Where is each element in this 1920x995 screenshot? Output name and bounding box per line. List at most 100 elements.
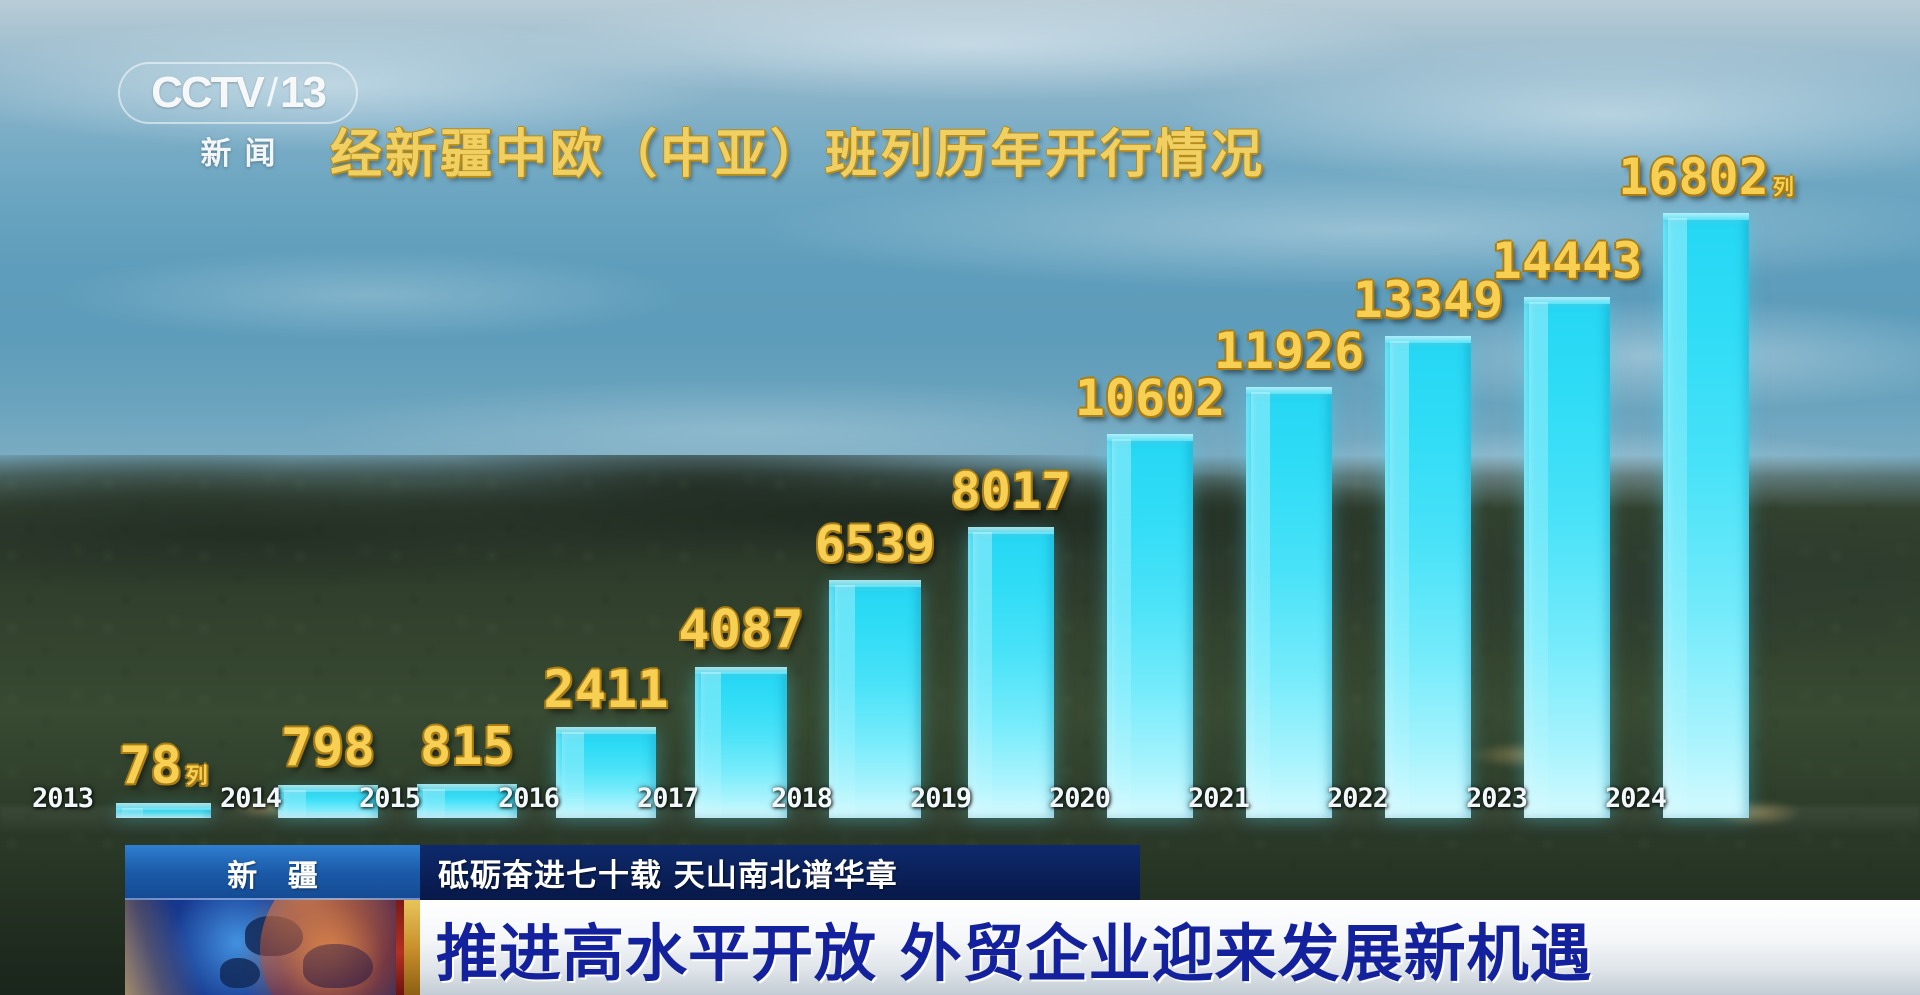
bar-2017: [695, 667, 787, 818]
bar-value-number: 815: [420, 716, 514, 777]
bar-group-2013: 78 列: [116, 150, 211, 818]
bar-value-label-2015: 815: [420, 717, 514, 777]
bar-value-number: 13349: [1352, 271, 1504, 330]
globe-graphic: [125, 898, 420, 995]
bar-2018: [829, 579, 921, 818]
continent-shape: [245, 916, 303, 956]
bar-highlight: [121, 808, 143, 818]
year-label-2017: 2017: [637, 783, 699, 814]
bar-highlight: [1529, 302, 1549, 818]
continent-shape: [303, 944, 373, 988]
bar-2022: [1385, 336, 1471, 818]
bar-value-unit: 列: [1772, 175, 1794, 199]
bar-top-face: [1246, 387, 1332, 395]
year-label-2021: 2021: [1188, 783, 1250, 814]
year-label-2018: 2018: [771, 783, 833, 814]
subtitle-bar: 砥砺奋进七十载 天山南北谱华章: [420, 845, 1140, 900]
bar-2024: [1663, 213, 1749, 818]
bar-2014: [278, 784, 378, 818]
bar-value-number: 78: [119, 736, 182, 796]
cloud: [520, 0, 1420, 100]
region-tag-label: 新 疆: [227, 858, 328, 894]
subtitle-text: 砥砺奋进七十载 天山南北谱华章: [438, 858, 898, 894]
bar-value-unit: 列: [185, 764, 208, 789]
bar-value-label-2016: 2411: [543, 660, 668, 720]
bar-value-label-2024: 16802 列: [1618, 148, 1794, 206]
bar-group-2018: 6539: [815, 150, 935, 818]
bar-value-number: 14443: [1491, 232, 1643, 291]
bar-highlight: [1390, 341, 1410, 818]
chart-title: 经新疆中欧（中亚）班列历年开行情况: [330, 125, 1266, 185]
bar-value-number: 8017: [950, 461, 1072, 520]
bar-2020: [1107, 434, 1193, 818]
cctv-logo-text: CCTV: [151, 68, 265, 117]
bar-top-face: [556, 726, 656, 734]
cctv-logo-pill: CCTV / 13: [118, 62, 358, 124]
bar-group-2022: 13349: [1353, 150, 1503, 818]
bar-group-2014: 798: [278, 150, 378, 818]
bar-highlight: [700, 672, 721, 818]
bar-value-number: 16802: [1618, 148, 1769, 206]
bar-2016: [556, 726, 656, 818]
bar-top-face: [417, 783, 517, 791]
headline-bar: 推进高水平开放 外贸企业迎来发展新机遇: [420, 900, 1920, 995]
bar-2023: [1524, 297, 1610, 818]
year-label-2016: 2016: [498, 783, 560, 814]
cctv-logo-number: 13: [279, 68, 327, 117]
bar-highlight: [562, 731, 584, 818]
bar-top-face: [1663, 213, 1749, 220]
year-label-2019: 2019: [910, 783, 972, 814]
cctv-logo-subtitle: 新闻: [200, 136, 289, 172]
bar-value-number: 2411: [543, 659, 669, 720]
bar-highlight: [1112, 439, 1132, 818]
bar-highlight: [1668, 218, 1688, 818]
bar-value-label-2018: 6539: [815, 515, 935, 573]
bar-top-face: [695, 667, 787, 675]
bar-value-number: 6539: [814, 514, 936, 573]
bar-value-number: 10602: [1074, 369, 1226, 428]
bar-top-face: [968, 526, 1054, 534]
year-label-2013: 2013: [32, 783, 94, 814]
year-label-2015: 2015: [359, 783, 421, 814]
continent-shape: [220, 958, 260, 988]
year-label-2023: 2023: [1466, 783, 1528, 814]
banner-edge-gold: [404, 900, 422, 995]
bar-top-face: [1107, 434, 1193, 442]
bar-group-2017: 4087: [678, 150, 804, 818]
bar-value-label-2022: 13349: [1353, 271, 1504, 329]
banner-edge-red: [396, 900, 405, 995]
bar-value-label-2021: 11926: [1214, 322, 1365, 380]
bar-value-label-2019: 8017: [951, 462, 1071, 520]
bar-group-2021: 11926: [1214, 150, 1364, 818]
bar-top-face: [829, 579, 921, 587]
bar-highlight: [423, 788, 445, 818]
bar-value-label-2013: 78 列: [119, 736, 207, 796]
bar-2019: [968, 526, 1054, 818]
bar-group-2016: 2411: [543, 150, 669, 818]
bar-2013: [116, 803, 211, 818]
bar-value-label-2020: 10602: [1075, 369, 1226, 427]
year-label-2020: 2020: [1049, 783, 1111, 814]
bar-group-2024: 16802 列: [1618, 148, 1794, 818]
bar-top-face: [278, 784, 378, 792]
bar-group-2023: 14443: [1492, 150, 1642, 818]
bar-value-label-2014: 798: [281, 718, 375, 778]
bar-highlight: [284, 789, 306, 818]
bar-value-label-2023: 14443: [1492, 232, 1643, 290]
headline-text: 推进高水平开放 外贸企业迎来发展新机遇: [436, 917, 1593, 990]
region-tag: 新 疆: [125, 845, 420, 900]
year-label-2014: 2014: [220, 783, 282, 814]
year-label-2024: 2024: [1605, 783, 1667, 814]
bar-top-face: [1385, 336, 1471, 344]
bar-top-face: [1524, 297, 1610, 305]
bar-group-2020: 10602: [1075, 150, 1225, 818]
bar-highlight: [973, 531, 993, 818]
bar-2021: [1246, 387, 1332, 818]
bar-group-2019: 8017: [951, 150, 1071, 818]
bar-value-number: 11926: [1213, 322, 1365, 381]
bar-group-2015: 815: [417, 150, 517, 818]
cctv-logo: CCTV / 13 新闻: [118, 62, 358, 173]
cctv-logo-slash: /: [266, 70, 278, 115]
bar-top-face: [116, 803, 211, 810]
